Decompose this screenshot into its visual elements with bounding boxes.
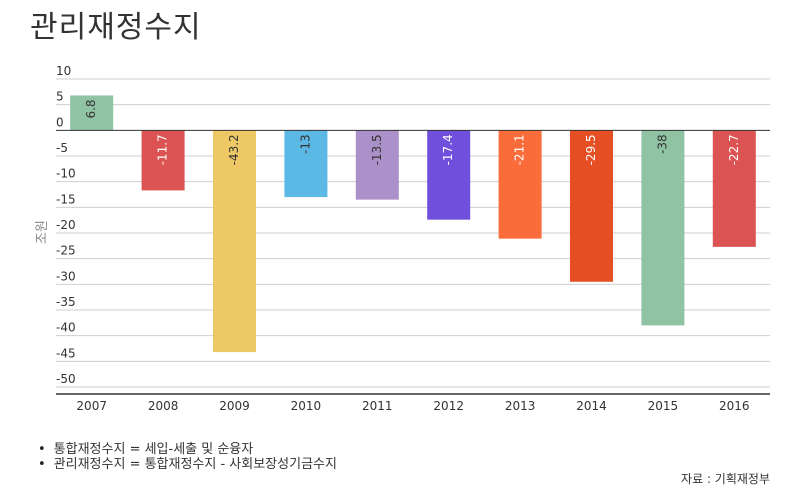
x-tick-label: 2013 — [505, 399, 536, 413]
page-title: 관리재정수지 — [30, 10, 202, 45]
bar — [213, 130, 256, 353]
y-tick-label: -45 — [56, 346, 76, 360]
data-label: -13.5 — [370, 134, 384, 165]
y-tick-label: -10 — [56, 167, 76, 181]
bar — [712, 130, 756, 247]
y-tick-label: -35 — [56, 295, 76, 309]
y-tick-label: -15 — [56, 192, 76, 206]
bar — [641, 130, 685, 326]
data-label: -17.4 — [441, 134, 455, 165]
x-tick-label: 2010 — [291, 399, 322, 413]
data-label: -43.2 — [227, 134, 241, 165]
bar — [355, 130, 399, 200]
data-label: -29.5 — [584, 134, 598, 165]
bar — [70, 95, 114, 131]
y-tick-label: -20 — [56, 218, 76, 232]
y-tick-label: 5 — [56, 90, 64, 104]
x-tick-label: 2012 — [433, 399, 464, 413]
data-label: -13 — [298, 134, 312, 154]
y-tick-label: 10 — [56, 64, 71, 78]
bar — [141, 130, 185, 191]
data-label: -22.7 — [727, 134, 741, 165]
y-tick-label: -30 — [56, 269, 76, 283]
y-tick-label: 0 — [56, 115, 64, 129]
footnote-item: 관리재정수지 = 통합재정수지 - 사회보장성기금수지 — [38, 457, 337, 472]
x-tick-label: 2011 — [362, 399, 393, 413]
y-tick-label: -25 — [56, 244, 76, 258]
y-tick-label: -50 — [56, 372, 76, 386]
bar — [427, 130, 471, 220]
bar — [284, 130, 328, 198]
bar-chart: 10 5 0 -5 -10 -15 -20 -25 -30 -35 -40 -45 -50 조원 6.8 20… — [35, 64, 770, 413]
x-tick-label: 2014 — [576, 399, 607, 413]
data-label: 6.8 — [84, 99, 98, 118]
x-tick-label: 2015 — [648, 399, 679, 413]
data-label: -21.1 — [513, 134, 527, 165]
x-tick-label: 2008 — [148, 399, 179, 413]
footnote-item: 통합재정수지 = 세입-세출 및 순융자 — [38, 442, 337, 457]
x-tick-label: 2007 — [76, 399, 107, 413]
x-tick-label: 2016 — [719, 399, 750, 413]
data-label: -11.7 — [156, 134, 170, 165]
y-tick-label: -5 — [56, 141, 68, 155]
footnotes: 통합재정수지 = 세입-세출 및 순융자 관리재정수지 = 통합재정수지 - 사… — [38, 442, 337, 472]
y-tick-label: -40 — [56, 321, 76, 335]
y-axis-label: 조원 — [35, 220, 50, 244]
x-tick-label: 2009 — [219, 399, 250, 413]
bar — [498, 130, 542, 239]
bar — [570, 130, 613, 282]
data-label: -38 — [655, 134, 669, 154]
